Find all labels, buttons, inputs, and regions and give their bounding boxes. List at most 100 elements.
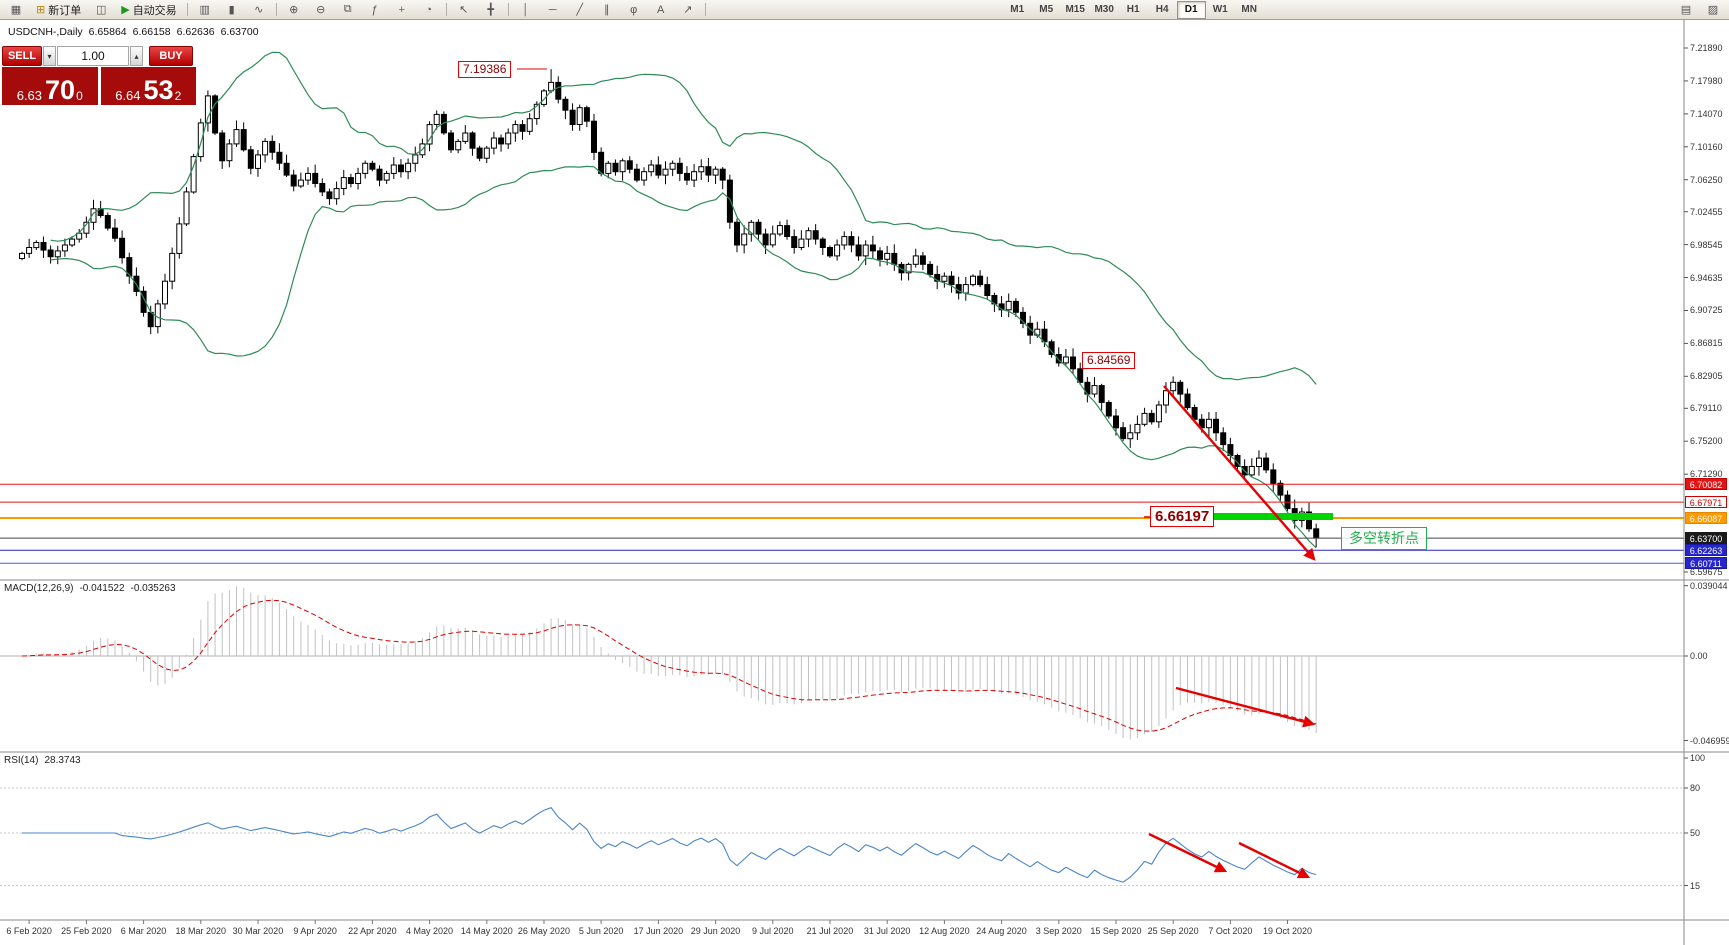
new-chart-icon[interactable]: ▦	[3, 0, 29, 19]
timeframe-mn[interactable]: MN	[1241, 4, 1257, 15]
window-mode-icon[interactable]: ▨	[1707, 4, 1719, 16]
ask-price-small: 6.64	[115, 88, 141, 103]
toolbar-separator	[704, 3, 706, 16]
fibonacci-icon[interactable]: φ	[621, 0, 647, 19]
date-label: 30 Mar 2020	[232, 926, 284, 936]
date-label: 18 Mar 2020	[175, 926, 227, 936]
indicators-icon[interactable]: ƒ	[362, 0, 388, 19]
zoom-in-icon-glyph: ⊕	[289, 4, 299, 16]
volume-decrease-button[interactable]: ▾	[43, 46, 56, 66]
trend-arrow	[1148, 832, 1228, 873]
volume-increase-button[interactable]: ▴	[130, 46, 143, 66]
timeframe-h4[interactable]: H4	[1155, 4, 1169, 15]
price-tick-label: 6.94635	[1690, 272, 1723, 283]
price-tick-label: 7.06250	[1690, 174, 1723, 185]
close-value: 6.63700	[220, 26, 259, 38]
charts-layout-icon[interactable]: ▤	[1680, 4, 1692, 16]
toolbar-separator	[275, 3, 277, 16]
ask-price-big: 53	[143, 75, 174, 106]
candlestick-chart-icon[interactable]: ▮	[219, 0, 245, 19]
macd-main-value: -0.041522	[79, 583, 125, 594]
swing-price-label: 6.84569	[1082, 352, 1136, 369]
timeframe-m15[interactable]: M15	[1065, 4, 1085, 15]
macd-axis-label: 0.039044	[1690, 580, 1728, 591]
zoom-out-icon[interactable]: ⊖	[308, 0, 334, 19]
date-label: 15 Sep 2020	[1090, 926, 1142, 936]
fibonacci-icon-glyph: φ	[630, 3, 638, 16]
volume-input[interactable]: 1.00	[57, 46, 129, 66]
support-price-label: 6.66197	[1150, 506, 1215, 527]
rsi-axis-label: 80	[1690, 783, 1701, 793]
line-chart-icon[interactable]: ∿	[246, 0, 272, 19]
rsi-axis-label: 100	[1690, 753, 1706, 763]
macd-name: MACD(12,26,9)	[4, 583, 74, 594]
price-badge: 6.67971	[1685, 496, 1727, 509]
new-order-button[interactable]: ⊞ 新订单	[30, 0, 87, 19]
new-order-button-glyph: ⊞	[36, 4, 46, 16]
price-tick-label: 7.21890	[1690, 43, 1723, 53]
chart-ohlc-title: USDCNH-,Daily 6.65864 6.66158 6.62636 6.…	[8, 26, 259, 38]
price-tick-label: 6.98545	[1690, 239, 1723, 250]
timeframe-w1[interactable]: W1	[1212, 4, 1228, 15]
zoom-in-icon[interactable]: ⊕	[281, 0, 307, 19]
date-label: 9 Apr 2020	[293, 926, 337, 936]
autotrading-button[interactable]: ▶ 自动交易	[115, 0, 182, 19]
timeframe-h1[interactable]: H1	[1126, 4, 1140, 15]
price-tick-label: 6.59675	[1690, 566, 1723, 577]
rsi-value: 28.3743	[44, 755, 81, 766]
price-tick-label: 7.02455	[1690, 206, 1723, 217]
text-label-icon[interactable]: A	[648, 0, 674, 19]
bid-price-panel[interactable]: 6.63 70 0	[2, 67, 98, 105]
timeframe-m5[interactable]: M5	[1039, 4, 1054, 15]
macd-signal-value: -0.035263	[130, 583, 176, 594]
trendline-icon[interactable]: ╱	[567, 0, 593, 19]
date-label: 22 Apr 2020	[348, 926, 397, 936]
timeframe-m1[interactable]: M1	[1010, 4, 1025, 15]
ask-price-panel[interactable]: 6.64 53 2	[100, 67, 196, 106]
macd-axis-label: -0.046959	[1690, 735, 1729, 746]
date-label: 24 Aug 2020	[976, 926, 1027, 936]
timeframe-m30[interactable]: M30	[1094, 4, 1114, 15]
autotrading-button-label: 自动交易	[132, 4, 177, 17]
support-zone-highlight	[1213, 513, 1333, 520]
date-label: 4 May 2020	[406, 926, 454, 936]
date-label: 29 Jun 2020	[690, 926, 741, 936]
chart-window-icon[interactable]: ◫	[88, 0, 114, 19]
price-tick-label: 7.10160	[1690, 141, 1723, 152]
timeframe-d1[interactable]: D1	[1176, 0, 1206, 19]
buy-button[interactable]: BUY	[149, 46, 193, 66]
peak-price-label: 7.19386	[458, 61, 512, 78]
crosshair-icon[interactable]: ╋	[478, 0, 504, 19]
macd-axis-label: 0.00	[1690, 651, 1708, 661]
vertical-line-icon-glyph: │	[522, 3, 530, 16]
date-label: 31 Jul 2020	[863, 926, 911, 936]
open-value: 6.65864	[88, 26, 127, 38]
vertical-line-icon[interactable]: │	[513, 0, 539, 19]
sell-button[interactable]: SELL	[2, 46, 42, 66]
trend-arrow	[1175, 686, 1316, 728]
bar-chart-icon[interactable]: ▥	[192, 0, 218, 19]
bar-chart-icon-glyph: ▥	[199, 4, 210, 16]
date-label: 5 Jun 2020	[578, 926, 624, 936]
tile-windows-icon[interactable]: ⧉	[335, 0, 361, 19]
period-clock-icon[interactable]: ◔	[416, 0, 442, 19]
date-label: 7 Oct 2020	[1208, 926, 1253, 936]
horizontal-line-icon-glyph: ─	[548, 3, 557, 16]
turning-point-label: 多空转折点	[1341, 527, 1427, 550]
date-label: 21 Jul 2020	[806, 926, 854, 936]
cursor-icon[interactable]: ↖	[451, 0, 477, 19]
arrow-object-icon[interactable]: ↗	[675, 0, 701, 19]
horizontal-line-icon[interactable]: ─	[540, 0, 566, 19]
bid-price-big: 70	[45, 75, 76, 106]
trend-arrow	[1163, 385, 1316, 561]
text-label-icon-glyph: A	[657, 3, 665, 16]
toolbar-separator	[445, 3, 447, 16]
date-label: 6 Feb 2020	[6, 926, 52, 936]
rsi-axis-label: 15	[1690, 880, 1701, 891]
add-indicator-icon[interactable]: +	[389, 0, 415, 19]
price-badge: 6.66087	[1685, 511, 1727, 524]
channel-icon[interactable]: ∥	[594, 0, 620, 19]
crosshair-icon-glyph: ╋	[487, 4, 494, 16]
date-label: 12 Aug 2020	[919, 926, 970, 936]
